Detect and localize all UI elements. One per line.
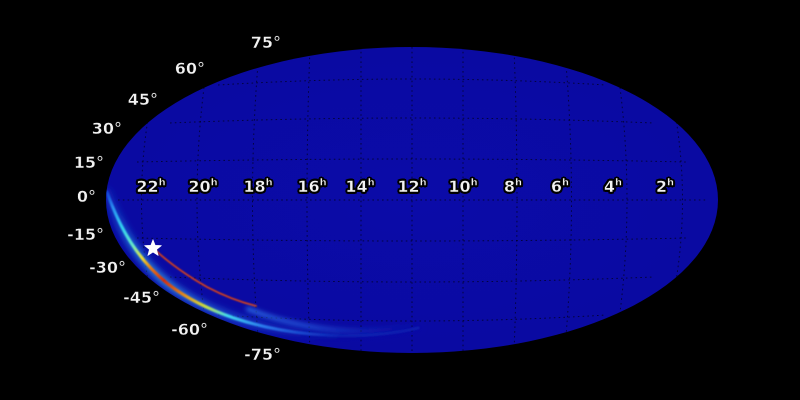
ra-unit: h <box>562 177 570 189</box>
dec-label-60: 60° <box>174 59 206 78</box>
ra-value: 2 <box>655 177 668 196</box>
ra-label-22h: 22h <box>136 177 166 196</box>
ra-value: 18 <box>243 177 266 196</box>
ra-label-8h: 8h <box>503 177 523 196</box>
dec-label-neg75: -75° <box>244 345 281 364</box>
credible-region-arc <box>106 187 427 341</box>
ra-unit: h <box>515 177 523 189</box>
ra-label-20h: 20h <box>188 177 218 196</box>
arc-secondary-faint <box>245 306 427 334</box>
ra-value: 14 <box>345 177 368 196</box>
dec-label-neg15: -15° <box>67 225 104 244</box>
ra-label-12h: 12h <box>397 177 427 196</box>
ra-value: 8 <box>503 177 516 196</box>
ra-value: 22 <box>136 177 159 196</box>
ra-unit: h <box>615 177 623 189</box>
ra-unit: h <box>319 177 327 189</box>
arc-ridge <box>106 190 420 338</box>
ra-value: 12 <box>397 177 420 196</box>
ra-value: 6 <box>550 177 563 196</box>
ra-label-4h: 4h <box>603 177 623 196</box>
ra-value: 16 <box>297 177 320 196</box>
ra-unit: h <box>210 177 218 189</box>
ra-unit: h <box>419 177 427 189</box>
ra-value: 10 <box>448 177 471 196</box>
dec-label-15: 15° <box>73 153 105 172</box>
ra-label-2h: 2h <box>655 177 675 196</box>
mollweide-ellipse <box>106 47 718 353</box>
dec-label-neg30: -30° <box>89 258 126 277</box>
graticule <box>118 47 706 353</box>
star-icon <box>144 239 162 256</box>
ra-label-6h: 6h <box>550 177 570 196</box>
ra-unit: h <box>158 177 166 189</box>
dec-label-75: 75° <box>250 33 282 52</box>
ra-label-10h: 10h <box>448 177 478 196</box>
dec-label-30: 30° <box>91 119 123 138</box>
dec-label-neg45: -45° <box>123 288 160 307</box>
dec-label-0: 0° <box>76 187 97 206</box>
ra-value: 20 <box>188 177 211 196</box>
sky-projection-area <box>106 47 718 353</box>
ra-label-18h: 18h <box>243 177 273 196</box>
graticule-meridians <box>141 47 683 353</box>
ra-unit: h <box>265 177 273 189</box>
ra-unit: h <box>470 177 478 189</box>
ra-label-14h: 14h <box>345 177 375 196</box>
dec-label-neg60: -60° <box>171 320 208 339</box>
dec-label-45: 45° <box>127 90 159 109</box>
arc-hot-core <box>153 248 257 307</box>
ra-label-16h: 16h <box>297 177 327 196</box>
ra-unit: h <box>667 177 675 189</box>
ra-value: 4 <box>603 177 616 196</box>
ra-unit: h <box>367 177 375 189</box>
